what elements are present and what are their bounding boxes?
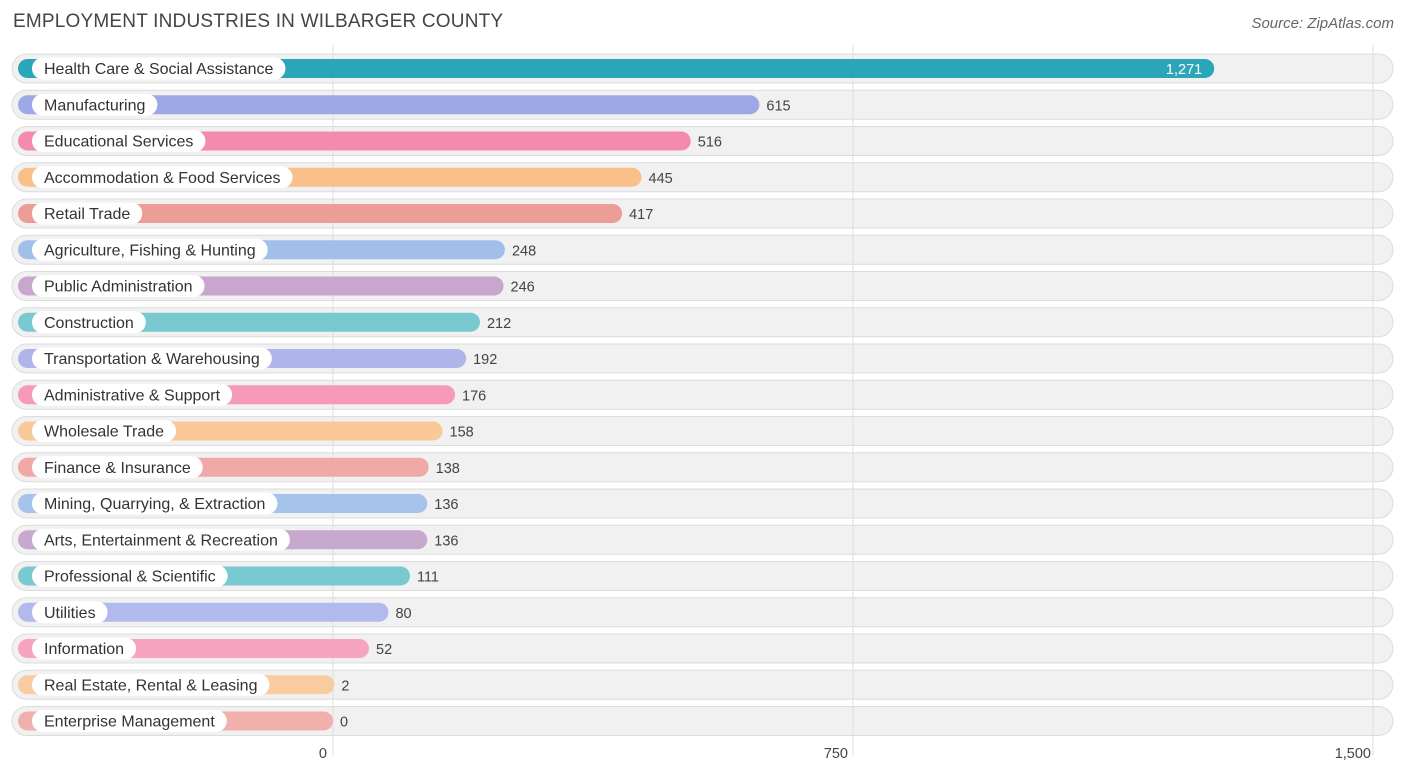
category-label-pill: [32, 528, 290, 551]
category-label-pill: [32, 166, 293, 189]
value-label: 248: [512, 243, 536, 259]
chart-title: EMPLOYMENT INDUSTRIES IN WILBARGER COUNT…: [13, 11, 504, 32]
row-background: [11, 669, 1394, 700]
bars: [18, 57, 1215, 732]
row-background: [11, 706, 1394, 736]
category-label: Retail Trade: [44, 206, 130, 223]
category-label-pill: [32, 637, 137, 660]
bar: [18, 59, 1215, 78]
category-label-pill: [32, 347, 272, 370]
value-label: 445: [649, 171, 673, 187]
category-label-pill: [32, 673, 270, 696]
category-label: Information: [44, 641, 124, 658]
x-tick-label: 0: [319, 746, 327, 762]
category-label: Administrative & Support: [44, 387, 221, 404]
bar: [18, 204, 623, 223]
value-label: 158: [450, 425, 474, 441]
category-label-pill: [32, 275, 205, 297]
value-label: 176: [462, 388, 486, 404]
category-label-pill: [32, 202, 143, 225]
bar: [18, 602, 389, 622]
value-label: 136: [434, 497, 458, 513]
category-label-pill: [32, 456, 203, 479]
category-label: Mining, Quarrying, & Extraction: [44, 496, 265, 513]
category-label-pill: [32, 311, 146, 334]
value-label: 111: [417, 570, 439, 586]
category-label: Manufacturing: [44, 97, 145, 114]
category-label-pill: [32, 420, 177, 442]
x-tick-label: 750: [824, 746, 848, 762]
labels: 0 750 1,500 Health Care & Social Assistance…: [44, 61, 1371, 762]
category-label-pill: [32, 93, 158, 116]
category-label: Finance & Insurance: [44, 460, 191, 477]
category-label: Utilities: [44, 605, 96, 622]
category-label-pill: [32, 383, 233, 406]
value-label: 1,271: [1166, 62, 1202, 78]
value-label: 80: [395, 606, 411, 622]
category-label-pill: [32, 57, 286, 80]
value-label: 212: [487, 316, 511, 332]
category-label-pill: [32, 601, 108, 624]
value-label: 516: [698, 135, 722, 151]
value-label: 52: [376, 642, 392, 658]
chart-source: Source: ZipAtlas.com: [1251, 15, 1394, 32]
value-label: 138: [436, 461, 460, 477]
category-label-pill: [32, 710, 227, 732]
value-label: 417: [629, 207, 653, 223]
category-label: Health Care & Social Assistance: [44, 61, 274, 78]
category-label-pill: [32, 492, 278, 515]
category-label: Arts, Entertainment & Recreation: [44, 532, 278, 549]
value-label: 0: [340, 715, 348, 731]
category-label: Transportation & Warehousing: [44, 351, 260, 368]
category-label: Professional & Scientific: [44, 569, 216, 586]
category-label: Construction: [44, 315, 134, 332]
category-label-pill: [32, 130, 206, 152]
bar: [18, 95, 760, 115]
value-label: 192: [473, 352, 497, 368]
category-label-pill: [32, 238, 268, 261]
value-label: 615: [766, 98, 790, 114]
category-label: Enterprise Management: [44, 714, 215, 731]
category-label: Educational Services: [44, 134, 193, 151]
category-label: Agriculture, Fishing & Hunting: [44, 242, 256, 259]
value-label: 2: [341, 678, 349, 694]
x-tick-label: 1,500: [1335, 746, 1371, 762]
value-label: 246: [511, 280, 535, 296]
value-label: 136: [434, 533, 458, 549]
category-label: Wholesale Trade: [44, 424, 164, 441]
category-label-pill: [32, 565, 228, 587]
category-label: Accommodation & Food Services: [44, 170, 281, 187]
category-label: Real Estate, Rental & Leasing: [44, 677, 257, 694]
category-label: Public Administration: [44, 279, 193, 296]
